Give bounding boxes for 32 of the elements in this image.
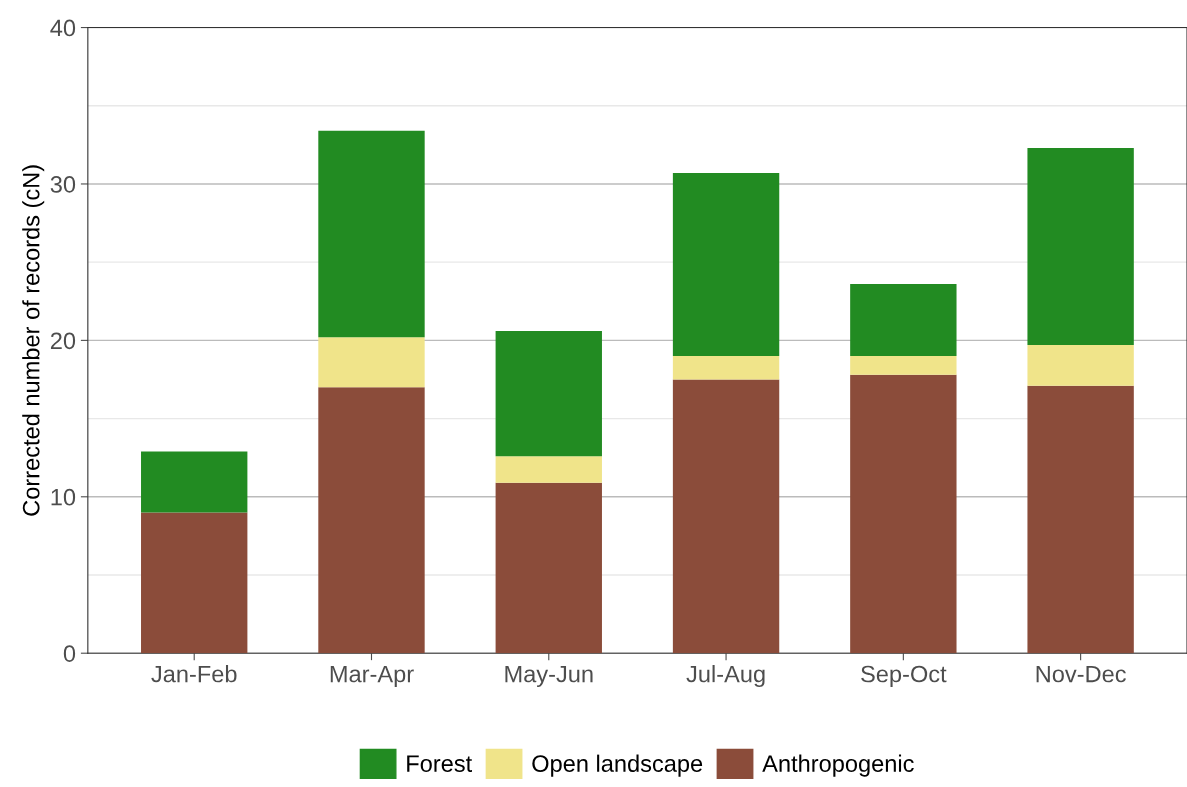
bar — [141, 451, 248, 513]
legend-label: Open landscape — [532, 754, 703, 777]
y-axis-title: Corrected number of records (cN) — [22, 165, 45, 516]
y-tick-label: 30 — [50, 176, 76, 193]
bar — [1027, 345, 1134, 386]
legend-label: Anthropogenic — [762, 754, 914, 777]
bar — [850, 374, 957, 654]
x-tick-label: Mar-Apr — [330, 665, 414, 688]
bar — [672, 356, 780, 380]
x-tick-label: May-Jun — [505, 665, 593, 688]
bar — [495, 482, 602, 654]
bar — [318, 387, 425, 654]
bar — [850, 284, 957, 357]
y-tick-label: 0 — [63, 645, 76, 662]
bar — [141, 512, 248, 654]
bar — [1027, 385, 1134, 654]
legend-label: Forest — [407, 755, 472, 772]
x-tick-label: Nov-Dec — [1036, 665, 1126, 683]
bar — [318, 337, 425, 388]
bar — [850, 356, 957, 375]
y-tick-label: 10 — [51, 488, 76, 506]
y-tick-label: 20 — [50, 332, 76, 350]
x-tick-label: Jul-Aug — [686, 665, 765, 688]
bar — [1027, 147, 1134, 346]
bar — [495, 456, 602, 483]
bar — [672, 173, 780, 357]
x-tick-label: Sep-Oct — [861, 665, 947, 688]
y-tick-label: 40 — [50, 19, 76, 37]
bar — [495, 330, 602, 457]
bar — [318, 130, 425, 338]
x-tick-label: Jan-Feb — [151, 665, 237, 683]
bar — [672, 379, 780, 654]
